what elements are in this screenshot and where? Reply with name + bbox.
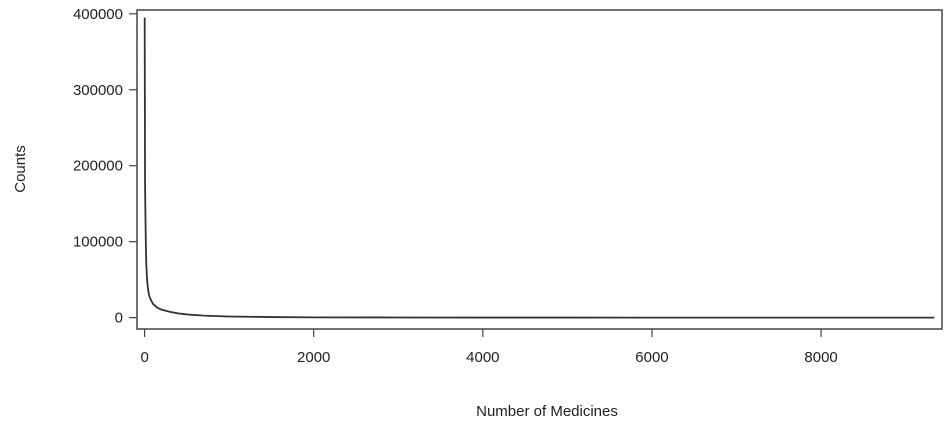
series-line [143,17,935,319]
y-tick-label: 200000 [73,158,123,175]
y-axis: 0 100000 200000 300000 400000 [73,6,137,327]
y-tick-label: 100000 [73,234,123,251]
x-axis: 0 2000 4000 6000 8000 [140,329,838,366]
x-tick-label: 6000 [635,349,668,366]
plot-frame [136,9,943,330]
y-tick-label: 0 [115,310,123,327]
x-tick-label: 4000 [466,349,499,366]
x-tick-label: 8000 [804,349,837,366]
x-tick-label: 2000 [297,349,330,366]
y-tick-label: 300000 [73,82,123,99]
x-axis-title: Number of Medicines [476,403,618,420]
y-axis-title: Counts [12,145,29,193]
y-tick-label: 400000 [73,6,123,23]
x-tick-label: 0 [140,349,148,366]
